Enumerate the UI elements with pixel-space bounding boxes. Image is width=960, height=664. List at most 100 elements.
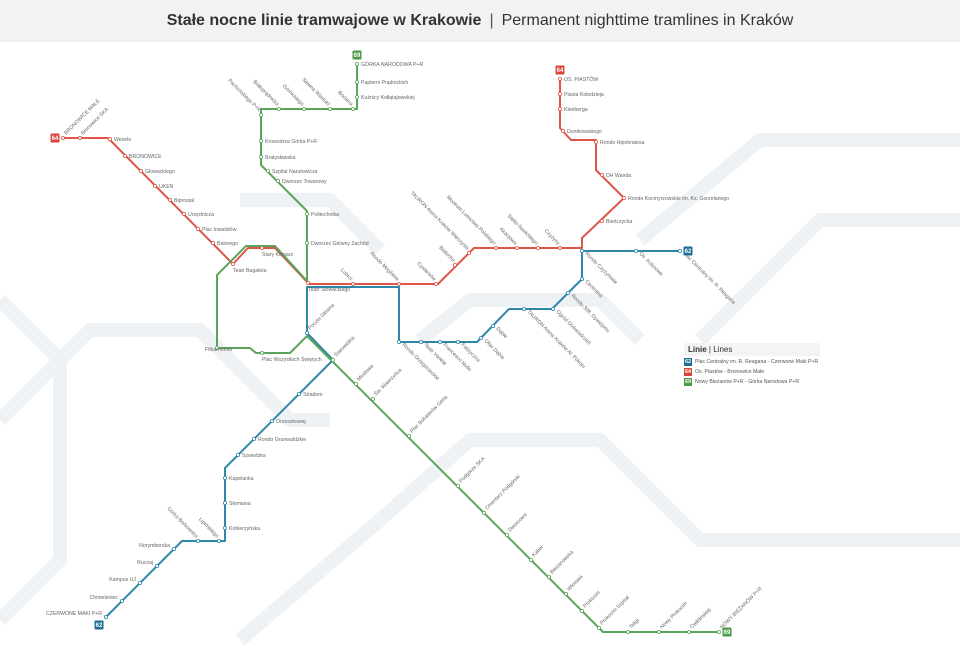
- station-dot[interactable]: [466, 250, 471, 255]
- station[interactable]: Kabel: [529, 545, 545, 563]
- station-dot[interactable]: [222, 475, 227, 480]
- station-dot[interactable]: [214, 345, 219, 350]
- station-dot[interactable]: [580, 276, 585, 281]
- station-dot[interactable]: [396, 281, 401, 286]
- station[interactable]: BRONOWICE: [123, 153, 162, 160]
- station-dot[interactable]: [564, 592, 569, 597]
- station-dot[interactable]: [437, 339, 442, 344]
- station[interactable]: Lipińskiego: [197, 517, 221, 544]
- station[interactable]: DH Wanda: [600, 172, 631, 179]
- station-dot[interactable]: [561, 128, 566, 133]
- station[interactable]: Stradom: [296, 391, 323, 398]
- station-dot[interactable]: [235, 452, 240, 457]
- station[interactable]: Kuźnicy Kołłątajowskiej: [354, 95, 415, 101]
- station-dot[interactable]: [455, 483, 460, 488]
- station[interactable]: Plac Centralny im. R. Reagana: [678, 248, 736, 306]
- station[interactable]: Cmentarz Podgórski: [481, 474, 522, 515]
- station-dot[interactable]: [108, 136, 113, 141]
- station[interactable]: Siewna Wiadukt: [300, 77, 332, 112]
- station-dot[interactable]: [330, 357, 335, 362]
- station[interactable]: Piasta Kołodzieja: [558, 92, 604, 98]
- station[interactable]: Os. Kolorowe: [634, 248, 664, 278]
- station[interactable]: Orzeszkowej: [269, 418, 306, 425]
- station-dot[interactable]: [580, 248, 585, 253]
- station-dot[interactable]: [137, 581, 142, 586]
- station[interactable]: Bieżanowska: [547, 549, 575, 580]
- station-dot[interactable]: [171, 547, 176, 552]
- station-dot[interactable]: [269, 418, 274, 423]
- station-dot[interactable]: [350, 281, 355, 286]
- station-dot[interactable]: [406, 433, 411, 438]
- station[interactable]: Politechnika: [304, 211, 339, 218]
- station-dot[interactable]: [259, 350, 264, 355]
- station[interactable]: Ofiar Dąbia: [478, 335, 505, 361]
- station[interactable]: Szpital Narutowicza: [265, 168, 318, 175]
- station-dot[interactable]: [104, 615, 109, 620]
- station-dot[interactable]: [353, 381, 358, 386]
- station-dot[interactable]: [354, 95, 359, 100]
- station[interactable]: Św. Wawrzyńca: [370, 366, 403, 401]
- station[interactable]: UKEN: [152, 183, 174, 190]
- station-dot[interactable]: [222, 526, 227, 531]
- station-dot[interactable]: [551, 306, 556, 311]
- station[interactable]: Głowackiego: [138, 168, 175, 175]
- station-dot[interactable]: [61, 135, 66, 140]
- station-dot[interactable]: [350, 107, 355, 112]
- station-dot[interactable]: [558, 92, 563, 97]
- station[interactable]: Plac Inwalidów: [195, 226, 237, 233]
- station-dot[interactable]: [258, 113, 263, 118]
- station[interactable]: Bieńczycka: [600, 218, 632, 225]
- station-dot[interactable]: [566, 290, 571, 295]
- station[interactable]: Dąbie: [490, 323, 508, 340]
- station-dot[interactable]: [717, 630, 722, 635]
- station-dot[interactable]: [304, 211, 309, 216]
- station[interactable]: Chmieleniec: [89, 595, 125, 604]
- station[interactable]: Podgórze SKA: [455, 456, 487, 488]
- station-dot[interactable]: [370, 396, 375, 401]
- station[interactable]: Nowy Prokocim: [657, 601, 689, 635]
- station-dot[interactable]: [490, 323, 495, 328]
- station-dot[interactable]: [493, 245, 498, 250]
- station[interactable]: Kapelanka: [222, 475, 254, 482]
- station-dot[interactable]: [600, 172, 605, 177]
- station-dot[interactable]: [258, 138, 263, 143]
- station-dot[interactable]: [634, 248, 639, 253]
- station-dot[interactable]: [558, 77, 563, 82]
- station[interactable]: Miodowa: [353, 363, 375, 386]
- station[interactable]: Dworzec Towarowy: [275, 178, 327, 185]
- station[interactable]: Szwedzka: [235, 452, 266, 459]
- station-dot[interactable]: [301, 107, 306, 112]
- station[interactable]: Górka Borkowska: [166, 506, 200, 544]
- station[interactable]: Norymberska: [139, 543, 176, 552]
- station[interactable]: Plac Bohaterów Getta: [406, 394, 449, 438]
- station-dot[interactable]: [657, 630, 662, 635]
- station-dot[interactable]: [622, 195, 627, 200]
- station-dot[interactable]: [687, 630, 692, 635]
- station-dot[interactable]: [594, 139, 599, 144]
- station[interactable]: OS. PIASTÓW: [558, 76, 598, 83]
- station-dot[interactable]: [580, 609, 585, 614]
- station-dot[interactable]: [276, 107, 281, 112]
- station[interactable]: Bociana: [336, 90, 355, 112]
- station[interactable]: Biprostal: [167, 197, 194, 204]
- station[interactable]: Kampus UJ: [109, 577, 142, 586]
- station-dot[interactable]: [536, 245, 541, 250]
- station-dot[interactable]: [304, 240, 309, 245]
- station[interactable]: Krowodrza Górka P+R: [258, 138, 317, 145]
- station-dot[interactable]: [558, 245, 563, 250]
- station[interactable]: Plac Wszystkich Świętych: [259, 350, 322, 363]
- station-dot[interactable]: [522, 306, 527, 311]
- station-dot[interactable]: [304, 330, 309, 335]
- station[interactable]: Cystersów: [415, 261, 438, 286]
- station[interactable]: NOWY BIEŻANÓW P+R: [717, 585, 764, 635]
- station-dot[interactable]: [515, 245, 520, 250]
- station[interactable]: Stella-Sawickiego: [506, 213, 541, 250]
- station[interactable]: Ćwiklińskiej: [687, 607, 712, 635]
- station[interactable]: Prokocim Szpital: [597, 595, 631, 631]
- station-dot[interactable]: [504, 533, 509, 538]
- station-dot[interactable]: [265, 168, 270, 173]
- station-dot[interactable]: [216, 539, 221, 544]
- station[interactable]: Dworcowa: [504, 512, 529, 538]
- station-dot[interactable]: [452, 262, 457, 267]
- station[interactable]: Białucha: [438, 245, 457, 267]
